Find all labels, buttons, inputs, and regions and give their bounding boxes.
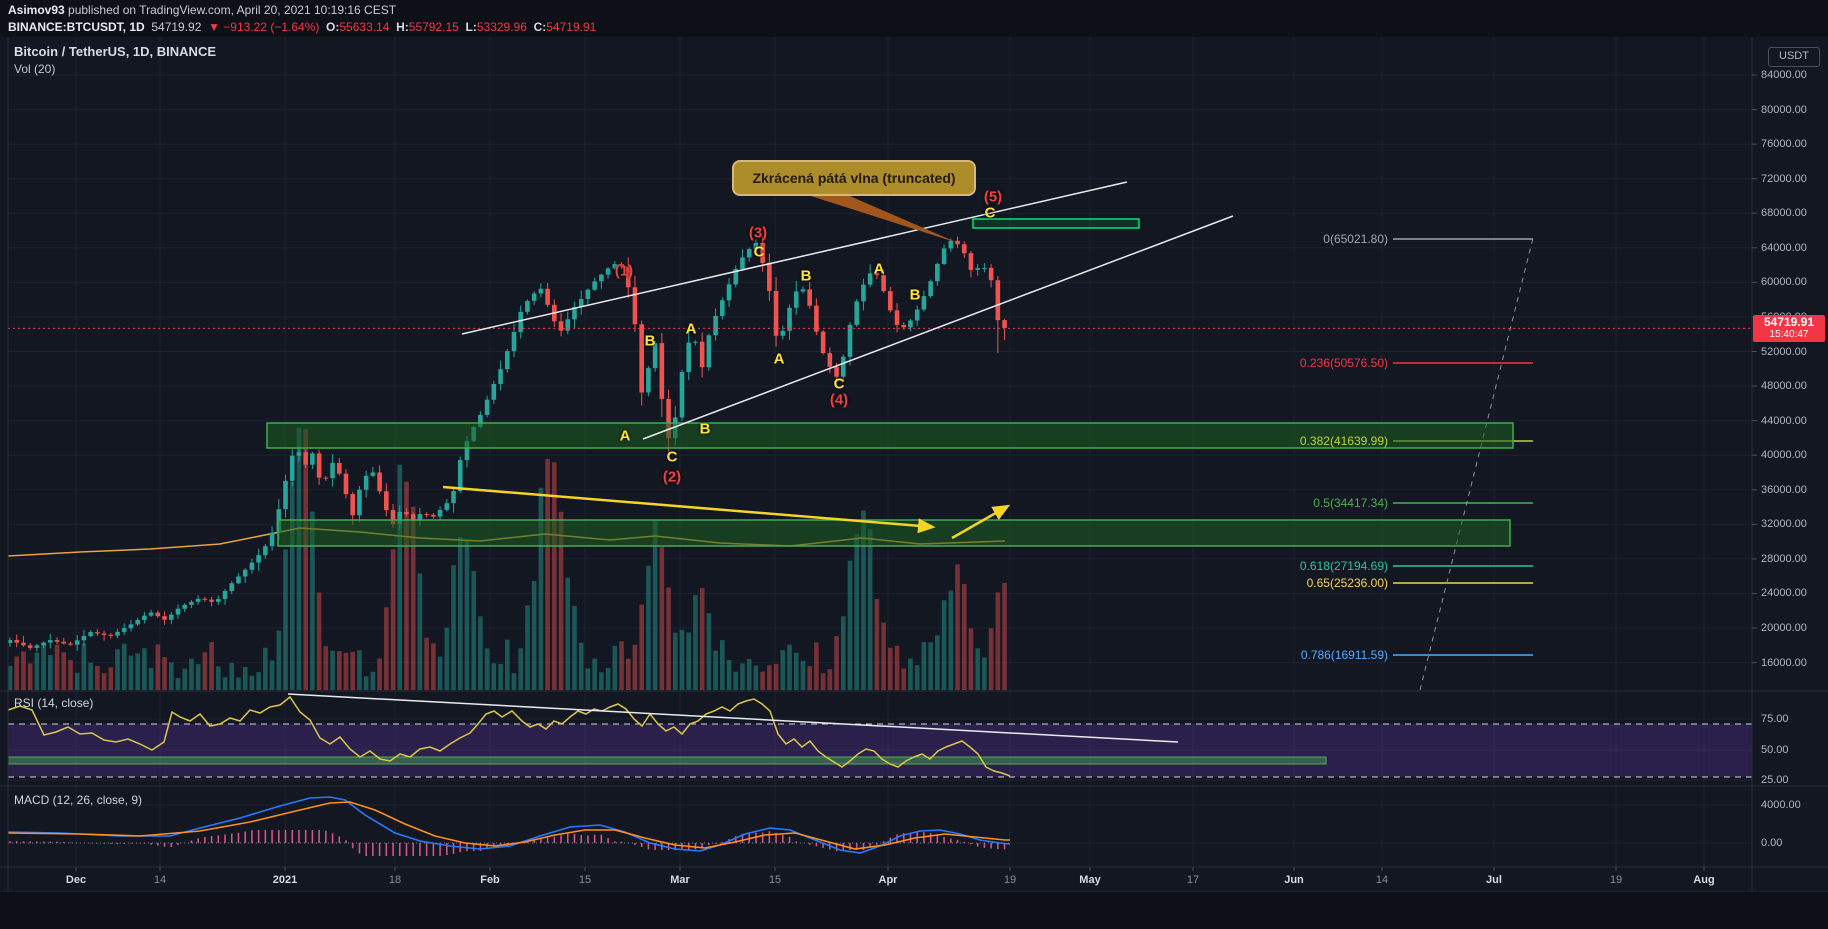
currency-badge[interactable]: USDT [1768,47,1820,67]
callout-annotation[interactable]: Zkrácená pátá vlna (truncated) [732,160,976,196]
last-price: 54719.92 [151,20,202,34]
bottom-bar: TradingView [0,892,1828,929]
low-label: L: [465,20,477,34]
close-label: C: [533,20,547,34]
high-value: 55792.15 [408,20,459,34]
header-bar: Asimov93 published on TradingView.com, A… [0,0,1828,37]
high-label: H: [396,20,409,34]
price-change: ▼ −913.22 (−1.64%) [208,20,320,34]
callout-text: Zkrácená pátá vlna (truncated) [752,170,956,186]
publish-text: published on TradingView.com, April 20, … [64,3,397,17]
publish-info: Asimov93 published on TradingView.com, A… [8,3,396,17]
current-price-tag: 54719.91 15:40:47 [1753,315,1825,342]
symbol-info-row: BINANCE:BTCUSDT, 1D 54719.92 ▼ −913.22 (… [8,20,596,34]
author-name: Asimov93 [8,3,65,17]
close-value: 54719.91 [546,20,597,34]
symbol-name[interactable]: BINANCE:BTCUSDT, 1D [8,20,145,34]
current-price-value: 54719.91 [1763,315,1815,329]
bar-countdown: 15:40:47 [1769,329,1809,341]
open-value: 55633.14 [339,20,390,34]
open-label: O: [326,20,340,34]
low-value: 53329.96 [476,20,527,34]
